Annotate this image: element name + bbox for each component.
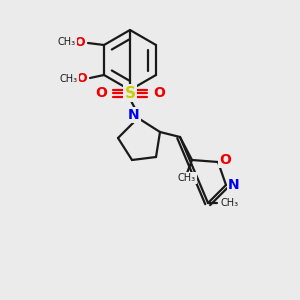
Text: CH₃: CH₃: [221, 198, 239, 208]
Text: O: O: [153, 86, 165, 100]
Text: O: O: [77, 73, 87, 85]
Text: S: S: [124, 85, 136, 100]
Text: N: N: [128, 108, 140, 122]
Text: O: O: [75, 37, 85, 50]
Text: N: N: [228, 178, 240, 192]
Text: CH₃: CH₃: [60, 74, 78, 84]
Text: CH₃: CH₃: [178, 173, 196, 183]
Text: O: O: [219, 153, 231, 167]
Text: CH₃: CH₃: [58, 37, 76, 47]
Text: O: O: [95, 86, 107, 100]
